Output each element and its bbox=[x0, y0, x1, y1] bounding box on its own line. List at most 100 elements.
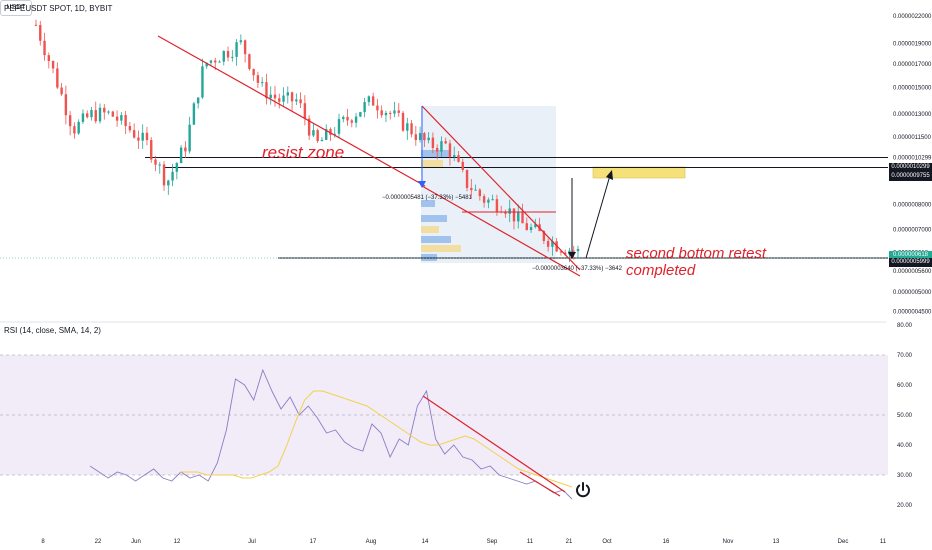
rsi-line bbox=[89, 368, 573, 500]
price-tick-label: 0.0000007000 bbox=[893, 227, 932, 233]
x-tick-label: 12 bbox=[174, 539, 181, 545]
price-box-4: 0.0000005999 bbox=[889, 258, 932, 267]
candle-body bbox=[376, 105, 379, 111]
candle-body bbox=[260, 82, 264, 84]
candle-body bbox=[371, 96, 375, 106]
candle-body bbox=[410, 123, 413, 135]
target-zone-box bbox=[592, 166, 686, 179]
rsi-trendline-2 bbox=[519, 471, 561, 497]
candle-body bbox=[303, 103, 307, 119]
rsi-tick-label: 20.00 bbox=[897, 503, 913, 509]
candle-body bbox=[39, 25, 42, 41]
candle-body bbox=[337, 119, 341, 134]
candle-body bbox=[572, 250, 575, 252]
candle-body bbox=[158, 164, 161, 166]
x-tick-label: Oct bbox=[602, 539, 612, 545]
candle-body bbox=[265, 82, 268, 99]
currency-button[interactable]: USDT bbox=[0, 0, 32, 16]
candle-body bbox=[235, 42, 238, 57]
candle-body bbox=[132, 130, 136, 138]
candle-body bbox=[196, 97, 200, 104]
second-bottom-annotation-line2: completed bbox=[626, 262, 696, 279]
price-tick-label: 0.0000022000 bbox=[893, 14, 932, 20]
candle-body bbox=[278, 98, 281, 102]
x-tick-label: 11 bbox=[880, 539, 887, 545]
volume-profile-bar bbox=[421, 254, 437, 261]
candle-body bbox=[384, 112, 388, 116]
candle-body bbox=[440, 141, 443, 152]
chart-title: PEPEUSDT SPOT, 1D, BYBIT bbox=[4, 4, 113, 13]
candle-body bbox=[342, 116, 345, 120]
candle-body bbox=[86, 113, 89, 118]
volume-profile-bar bbox=[421, 150, 451, 157]
candle-body bbox=[325, 129, 328, 140]
candle-body bbox=[248, 54, 251, 69]
price-tick-label: 0.0000017000 bbox=[893, 62, 932, 68]
candle-body bbox=[551, 241, 554, 247]
price-tick-label: 0.0000011500 bbox=[893, 135, 932, 141]
candle-body bbox=[525, 223, 528, 231]
projection-arrowhead-down bbox=[568, 252, 576, 259]
candle-body bbox=[51, 61, 55, 69]
resist-zone-annotation: resist zone bbox=[262, 143, 345, 162]
candle-body bbox=[231, 56, 234, 58]
candle-body bbox=[307, 118, 311, 136]
candle-body bbox=[128, 126, 132, 131]
measure-arrowhead-1 bbox=[418, 181, 426, 188]
candle-body bbox=[359, 112, 362, 117]
candle-body bbox=[214, 60, 217, 63]
candle-body bbox=[367, 96, 371, 103]
candle-body bbox=[517, 212, 520, 222]
candle-body bbox=[504, 212, 507, 214]
candle-body bbox=[457, 155, 460, 162]
x-tick-label: Dec bbox=[838, 539, 849, 545]
price-tick-label: 0.0000010299 bbox=[893, 155, 932, 161]
candle-body bbox=[491, 199, 494, 201]
candle-body bbox=[290, 92, 294, 102]
price-tick-label: 0.0000015000 bbox=[893, 85, 932, 91]
price-tick-label: 0.0000005600 bbox=[893, 269, 932, 275]
candle-body bbox=[43, 40, 46, 56]
rsi-tick-label: 50.00 bbox=[897, 413, 913, 419]
candle-body bbox=[529, 227, 533, 231]
candle-body bbox=[546, 240, 550, 247]
x-tick-label: Sep bbox=[487, 539, 498, 545]
candle-body bbox=[423, 133, 426, 141]
power-icon[interactable] bbox=[574, 481, 592, 499]
candle-body bbox=[406, 123, 409, 131]
candle-body bbox=[495, 199, 499, 212]
candle-body bbox=[487, 199, 490, 203]
volume-profile-bar bbox=[421, 215, 447, 222]
candle-body bbox=[218, 61, 221, 63]
candle-body bbox=[320, 139, 324, 142]
candle-body bbox=[282, 95, 285, 102]
price-tick-label: 0.0000013000 bbox=[893, 112, 932, 118]
candle-body bbox=[563, 252, 567, 255]
volume-profile-bar bbox=[421, 236, 451, 243]
candle-body bbox=[256, 75, 260, 83]
rsi-tick-label: 70.00 bbox=[897, 353, 913, 359]
candle-body bbox=[401, 112, 405, 131]
price-tick-label: 0.0000005000 bbox=[893, 290, 932, 296]
x-tick-label: Jun bbox=[131, 539, 141, 545]
candle-body bbox=[346, 116, 349, 121]
candle-body bbox=[60, 87, 63, 95]
x-tick-label: Nov bbox=[723, 539, 734, 545]
price-box-1: 0.0000010299 bbox=[889, 163, 932, 172]
volume-profile-bar bbox=[421, 226, 439, 233]
x-tick-label: Jul bbox=[248, 539, 256, 545]
candle-body bbox=[137, 137, 140, 141]
candle-body bbox=[482, 196, 486, 203]
candle-body bbox=[226, 50, 230, 58]
candle-body bbox=[111, 111, 115, 117]
candle-body bbox=[354, 116, 358, 123]
candle-body bbox=[329, 129, 332, 135]
candle-body bbox=[286, 92, 289, 96]
candle-body bbox=[179, 147, 183, 164]
candle-body bbox=[461, 161, 464, 170]
candle-body bbox=[393, 110, 396, 114]
candle-body bbox=[453, 155, 456, 157]
candle-body bbox=[418, 133, 422, 141]
rsi-tick-label: 60.00 bbox=[897, 383, 913, 389]
